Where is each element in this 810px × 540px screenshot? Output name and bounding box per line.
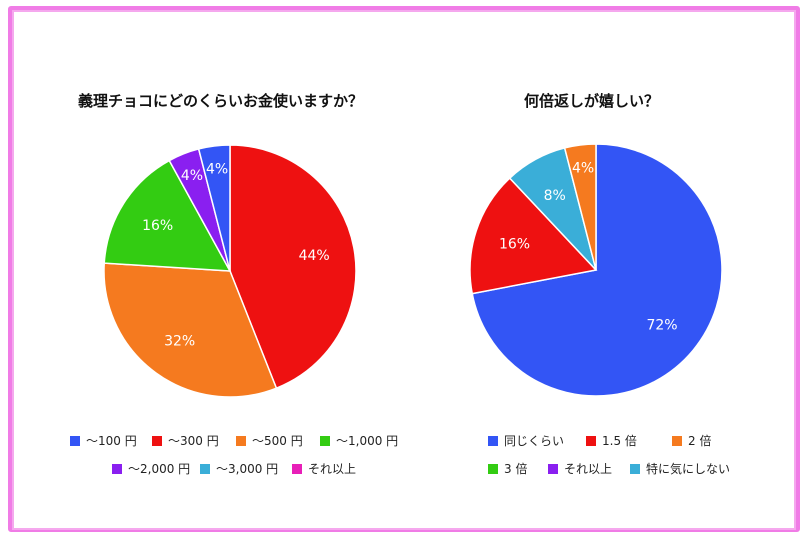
legend-item: それ以上	[548, 460, 612, 477]
legend-label: 1.5 倍	[602, 434, 637, 448]
legend-label: ～1,000 円	[336, 434, 399, 448]
legend-item: ～500 円	[236, 432, 303, 449]
legend-label: 特に気にしない	[646, 462, 731, 476]
pie-slice	[469, 177, 598, 295]
slice-data-label: 4%	[181, 168, 203, 184]
chart-title-left: 義理チョコにどのくらいお金使いますか？	[78, 92, 364, 110]
slice-data-label: 4%	[206, 161, 228, 177]
legend-item: 特に気にしない	[630, 460, 730, 477]
legend-label: 同じくらい	[504, 434, 565, 448]
legend-label: ～2,000 円	[128, 462, 191, 476]
legend-item: ～1,000 円	[320, 432, 398, 449]
legend-label: ～300 円	[168, 434, 219, 448]
decorative-frame-inner	[12, 10, 796, 530]
legend-item: 同じくらい	[488, 432, 564, 449]
legend-label: ～100 円	[86, 434, 137, 448]
legend-item: ～100 円	[70, 432, 137, 449]
legend-swatch	[548, 463, 558, 474]
slice-data-label: 72%	[646, 318, 677, 334]
legend-label: それ以上	[308, 462, 357, 476]
decorative-frame	[8, 6, 800, 532]
legend-swatch	[586, 435, 596, 446]
legend-label: ～3,000 円	[216, 462, 279, 476]
pie-slice	[563, 143, 597, 271]
legend-item: それ以上	[292, 460, 356, 477]
pie-slice	[103, 159, 232, 272]
legend-label: 3 倍	[504, 462, 528, 476]
legend-item: ～300 円	[152, 432, 219, 449]
legend-swatch	[200, 463, 210, 474]
legend-swatch	[70, 435, 80, 446]
legend-item: ～2,000 円	[112, 460, 190, 477]
legend-item: 1.5 倍	[586, 432, 637, 449]
pie-slice	[197, 144, 231, 272]
legend-swatch	[152, 435, 162, 446]
legend-swatch	[488, 435, 498, 446]
legend-item: ～3,000 円	[200, 460, 278, 477]
legend-swatch	[320, 435, 330, 446]
chart-title-right: 何倍返しが嬉しい？	[524, 92, 660, 110]
slice-data-label: 32%	[164, 333, 195, 349]
legend-swatch	[292, 463, 302, 474]
legend-label: 2 倍	[688, 434, 712, 448]
legend-item: 3 倍	[488, 460, 527, 477]
legend-swatch	[488, 463, 498, 474]
legend-swatch	[630, 463, 640, 474]
slice-data-label: 8%	[544, 188, 566, 204]
slice-data-label: 44%	[299, 248, 330, 264]
pie-slice	[103, 262, 278, 398]
legend-label: それ以上	[564, 462, 613, 476]
slice-data-label: 4%	[572, 160, 594, 176]
legend-swatch	[236, 435, 246, 446]
slice-data-label: 16%	[499, 237, 530, 253]
legend-label: ～500 円	[252, 434, 303, 448]
legend-swatch	[672, 435, 682, 446]
pie-slice	[471, 143, 723, 397]
legend-swatch	[112, 463, 122, 474]
pie-slice	[229, 144, 357, 390]
slice-data-label: 16%	[142, 218, 173, 234]
legend-item: 2 倍	[672, 432, 711, 449]
